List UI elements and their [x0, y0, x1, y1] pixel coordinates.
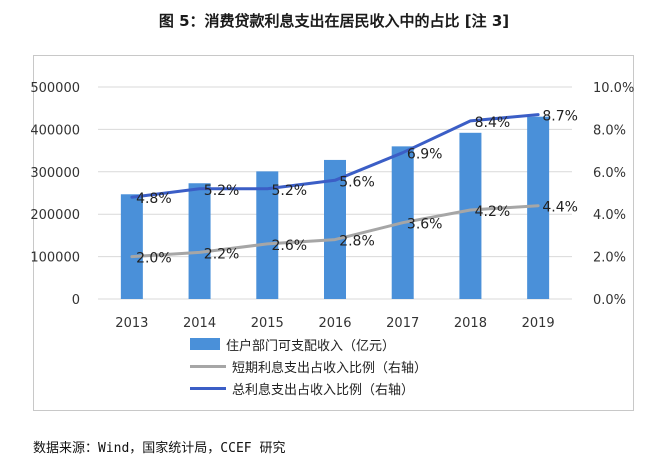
legend-label-income: 住户部门可支配收入（亿元） — [226, 338, 396, 354]
y2-tick-label: 2.0% — [593, 251, 626, 266]
y-tick-label: 300000 — [30, 166, 80, 181]
y2-tick-label: 6.0% — [593, 166, 626, 181]
x-tick-label: 2013 — [115, 316, 148, 331]
total-ratio-data-label: 5.2% — [271, 183, 307, 199]
x-tick-label: 2016 — [318, 316, 351, 331]
bar — [188, 183, 211, 299]
y-tick-label: 0 — [72, 293, 80, 308]
legend-swatch-total — [190, 386, 226, 390]
total-ratio-data-label: 8.4% — [475, 115, 511, 131]
chart-title: 图 5：消费贷款利息支出在居民收入中的占比 [注 3] — [158, 12, 510, 30]
x-tick-label: 2017 — [386, 316, 419, 331]
bar — [324, 159, 346, 299]
short-ratio-data-label: 2.6% — [271, 238, 307, 254]
short-ratio-data-label: 4.4% — [542, 200, 578, 216]
source-note: 数据来源：Wind，国家统计局，CCEF 研究 — [33, 441, 286, 456]
total-ratio-data-label: 4.8% — [136, 191, 172, 207]
total-ratio-data-label: 8.7% — [542, 109, 578, 125]
y-tick-label: 500000 — [30, 81, 80, 96]
y2-tick-label: 4.0% — [593, 208, 626, 223]
short-ratio-data-label: 4.2% — [475, 204, 511, 220]
y2-tick-label: 10.0% — [593, 81, 634, 96]
legend-label-short: 短期利息支出占收入比例（右轴） — [232, 360, 428, 376]
bar — [527, 116, 550, 300]
bar — [120, 194, 143, 299]
short-ratio-line — [130, 204, 540, 259]
y-tick-label: 200000 — [30, 208, 80, 223]
legend-item-short: 短期利息支出占收入比例（右轴） — [190, 355, 427, 377]
x-tick-label: 2018 — [454, 316, 487, 331]
y2-tick-label: 8.0% — [593, 123, 626, 138]
short-ratio-data-label: 2.0% — [136, 251, 172, 267]
short-ratio-data-label: 2.8% — [339, 234, 375, 250]
legend: 住户部门可支配收入（亿元） 短期利息支出占收入比例（右轴） 总利息支出占收入比例… — [190, 333, 427, 399]
total-ratio-line — [130, 113, 540, 199]
bar — [256, 171, 279, 299]
y-tick-label: 100000 — [30, 251, 80, 266]
legend-label-total: 总利息支出占收入比例（右轴） — [232, 382, 415, 398]
chart-frame — [33, 55, 634, 411]
short-ratio-data-label: 2.2% — [204, 246, 240, 262]
legend-swatch-short — [190, 364, 226, 368]
y2-tick-label: 0.0% — [593, 293, 626, 308]
legend-item-total: 总利息支出占收入比例（右轴） — [190, 377, 427, 399]
x-tick-label: 2019 — [522, 316, 555, 331]
x-tick-label: 2015 — [251, 316, 284, 331]
y-tick-label: 400000 — [30, 123, 80, 138]
legend-item-income: 住户部门可支配收入（亿元） — [190, 333, 427, 355]
short-ratio-data-label: 3.6% — [407, 217, 443, 233]
x-tick-label: 2014 — [183, 316, 216, 331]
legend-swatch-bar — [190, 338, 220, 350]
total-ratio-data-label: 5.6% — [339, 174, 375, 190]
total-ratio-data-label: 5.2% — [204, 183, 240, 199]
total-ratio-data-label: 6.9% — [407, 147, 443, 163]
bar — [459, 132, 482, 299]
